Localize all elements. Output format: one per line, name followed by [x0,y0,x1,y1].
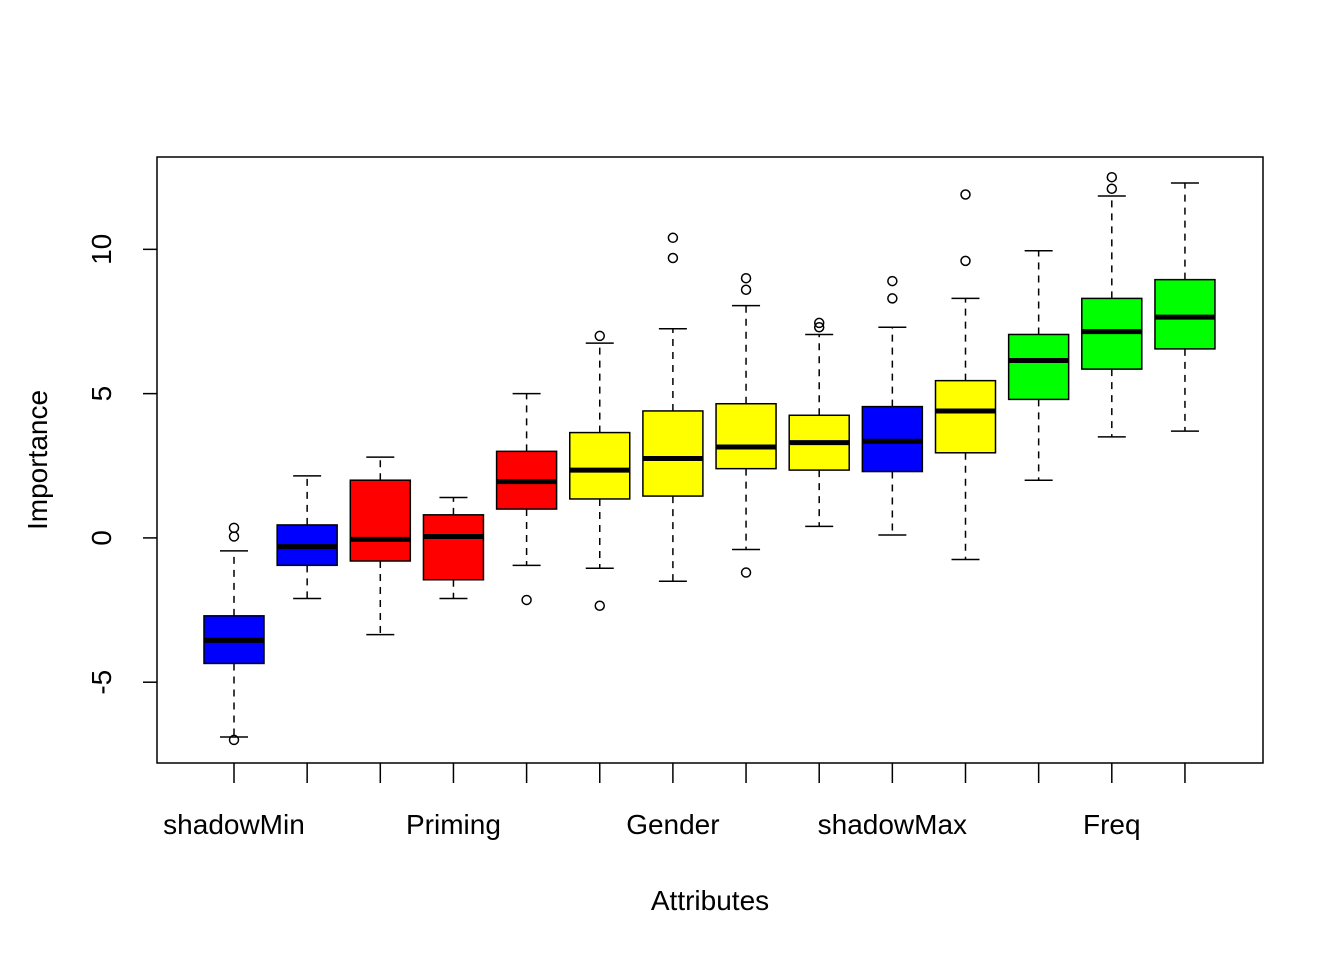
y-tick-label: 10 [86,234,117,265]
outlier-point [1106,183,1118,194]
outlier-point [813,317,825,329]
y-tick-label: -5 [86,670,117,695]
box-14 [1154,182,1216,432]
box-3 [349,456,412,636]
outlier-point [228,734,240,746]
outlier-point [740,567,752,578]
iqr-box [642,410,704,497]
outlier-point [228,531,240,542]
box-7 [642,232,704,582]
iqr-box [1007,333,1070,401]
iqr-box [934,379,997,454]
outlier-point [667,232,679,244]
outlier-point [887,293,898,304]
iqr-box [349,479,412,562]
x-axis-title: Attributes [651,885,769,916]
box-4 [422,496,485,600]
outlier-point [887,275,898,287]
box-1 [203,522,265,746]
y-axis-title: Importance [22,390,53,530]
box-9 [788,317,850,528]
outlier-point [813,322,825,333]
plot-frame [156,156,1264,764]
boxes-layer [203,171,1216,746]
outlier-point [740,284,752,295]
x-tick-label: shadowMax [818,809,967,840]
outlier-point [960,255,971,267]
outlier-point [667,252,679,264]
box-10 [861,275,924,536]
outlier-point [960,189,971,200]
iqr-box [1154,278,1216,350]
y-tick-label: 0 [86,530,117,546]
box-8 [715,272,777,578]
outlier-point [594,600,605,611]
outlier-point [594,330,605,342]
iqr-box [422,514,485,581]
box-2 [276,475,338,600]
y-tick-label: 5 [86,386,117,402]
iqr-box [715,402,777,470]
iqr-box [569,431,631,500]
box-13 [1081,171,1143,438]
x-tick-label: Freq [1083,809,1141,840]
box-12 [1007,250,1070,481]
axes-layer: -5 0 5 10 shadowMin Priming Gender shadowMax Fre… [86,234,1186,840]
outlier-point [740,272,752,284]
box-11 [934,189,997,561]
outlier-point [228,522,240,534]
box-5 [495,392,558,606]
outlier-point [521,594,532,606]
x-tick-label: Priming [406,809,501,840]
x-tick-label: shadowMin [163,809,305,840]
box-6 [569,330,631,611]
x-tick-label: Gender [626,809,719,840]
outlier-point [1106,171,1118,183]
